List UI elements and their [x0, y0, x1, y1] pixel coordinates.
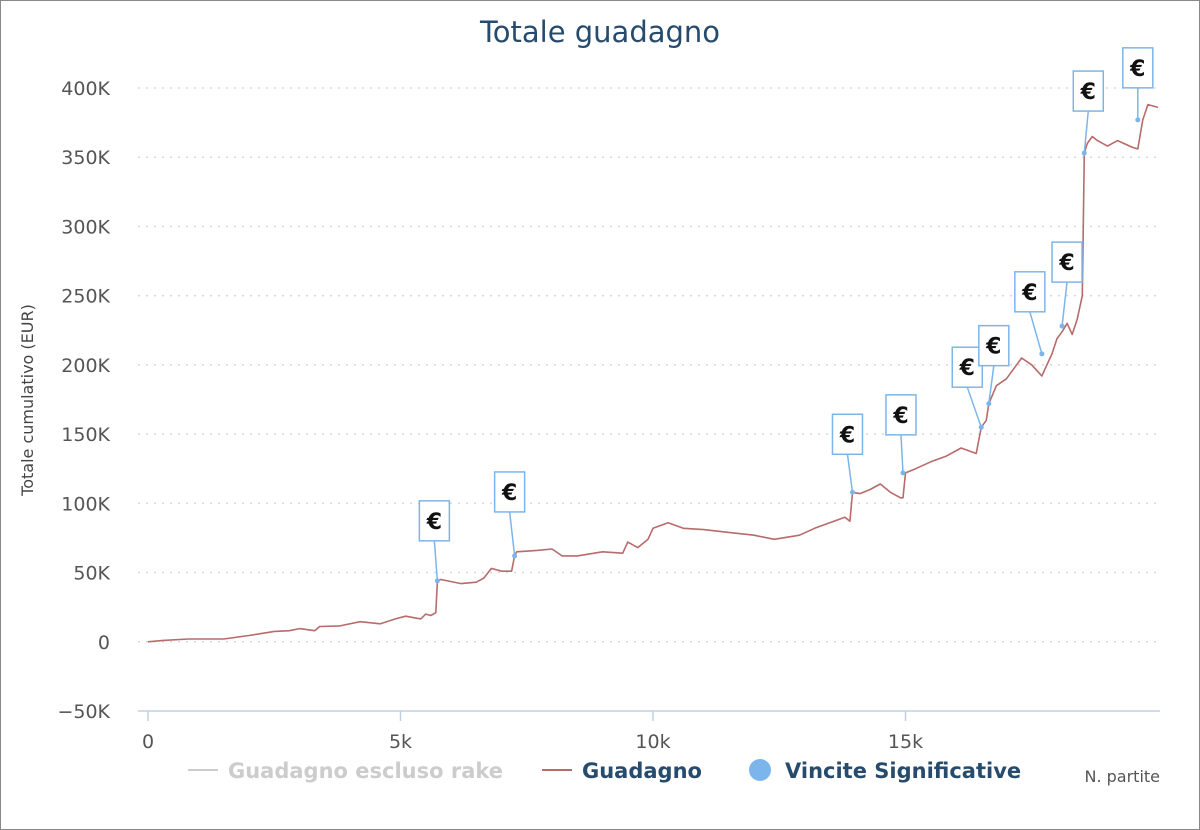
x-axis-label: N. partite — [1084, 767, 1160, 786]
legend-item-guadagno-escluso-rake[interactable]: Guadagno escluso rake — [188, 759, 503, 783]
flag-label: € — [1080, 80, 1096, 105]
series-group — [147, 103, 1159, 643]
x-tick-label: 10k — [635, 731, 670, 753]
flag-label: € — [839, 423, 855, 448]
flag-box — [418, 500, 451, 542]
legend-label-guadagno-escluso-rake: Guadagno escluso rake — [228, 759, 503, 783]
flag-stem — [433, 540, 439, 581]
x-tick-label: 15k — [888, 731, 923, 753]
y-axis-label: Totale cumulativo (EUR) — [18, 304, 37, 497]
x-tick-label: 5k — [389, 731, 412, 753]
y-tick-label: 200K — [61, 355, 110, 377]
y-tick-label: 150K — [61, 424, 110, 446]
flags-group: € € € € € € € € € € — [418, 47, 1154, 584]
flag-vincita-significativa[interactable]: € — [418, 500, 451, 584]
y-tick-label: 350K — [61, 147, 110, 169]
x-axis: 0 5k 10k 15k — [138, 710, 1160, 753]
flag-vincita-significativa[interactable]: € — [978, 324, 1010, 407]
flag-vincita-significativa[interactable]: € — [885, 394, 917, 476]
flag-stem — [846, 454, 854, 493]
flag-label: € — [1058, 251, 1074, 276]
flag-stem — [900, 434, 904, 473]
flag-box — [493, 471, 526, 513]
y-tick-label: 300K — [61, 216, 110, 238]
legend-label-guadagno: Guadagno — [582, 759, 702, 783]
flag-stem — [1083, 110, 1090, 154]
flag-box — [951, 346, 983, 388]
flag-stem — [988, 365, 995, 404]
flag-label: € — [892, 404, 908, 429]
flag-point — [986, 401, 992, 407]
flag-vincita-significativa[interactable]: € — [831, 413, 864, 495]
flag-vincita-significativa[interactable]: € — [951, 346, 984, 430]
flag-vincita-significativa[interactable]: € — [1072, 70, 1105, 156]
y-axis-ticks: −50K 0 50K 100K 150K 200K 250K 300K 350K 400K — [57, 78, 110, 723]
flag-stem — [1061, 282, 1068, 327]
flag-box — [978, 324, 1010, 367]
flag-point — [1039, 351, 1045, 357]
flag-point — [900, 470, 906, 476]
flag-point — [978, 424, 984, 430]
flag-point — [512, 553, 518, 559]
flag-point — [1081, 150, 1087, 156]
y-tick-label: 250K — [61, 286, 110, 308]
flag-point — [1059, 323, 1065, 329]
flag-box — [885, 394, 917, 436]
flag-point — [849, 489, 855, 495]
flag-label: € — [1129, 57, 1145, 82]
legend-item-vincite-significative[interactable]: Vincite Significative — [749, 759, 1021, 783]
flag-label: € — [985, 335, 1001, 360]
flag-point — [434, 578, 440, 584]
y-tick-label: −50K — [57, 701, 110, 723]
y-tick-label: 100K — [61, 493, 110, 515]
y-tick-label: 0 — [98, 632, 110, 654]
flag-box — [831, 413, 864, 456]
flag-box — [1051, 241, 1083, 283]
flag-vincita-significativa[interactable]: € — [1122, 47, 1154, 123]
flag-box — [1122, 47, 1154, 89]
flag-vincita-significativa[interactable]: € — [1051, 241, 1083, 329]
legend-label-vincite-significative: Vincite Significative — [785, 759, 1021, 783]
flag-stem — [966, 386, 982, 428]
flag-stem — [508, 511, 516, 557]
flag-vincita-significativa[interactable]: € — [1014, 271, 1046, 357]
flag-vincita-significativa[interactable]: € — [493, 471, 526, 559]
y-tick-label: 50K — [73, 563, 110, 585]
flag-label: € — [1021, 281, 1037, 306]
flag-stem — [1029, 311, 1043, 355]
x-tick-label: 0 — [142, 731, 154, 753]
legend-marker-vincite-significative — [749, 759, 771, 781]
y-tick-label: 400K — [61, 78, 110, 100]
chart-title: Totale guadagno — [479, 15, 720, 49]
legend: Guadagno escluso rake Guadagno Vincite S… — [188, 759, 1021, 783]
legend-item-guadagno[interactable]: Guadagno — [542, 759, 702, 783]
series-line-guadagno — [147, 103, 1159, 643]
flag-point — [1135, 117, 1141, 123]
flag-box — [1072, 70, 1105, 112]
flag-label: € — [959, 356, 975, 381]
flag-box — [1014, 271, 1046, 313]
flag-label: € — [501, 481, 517, 506]
flag-label: € — [426, 510, 442, 535]
